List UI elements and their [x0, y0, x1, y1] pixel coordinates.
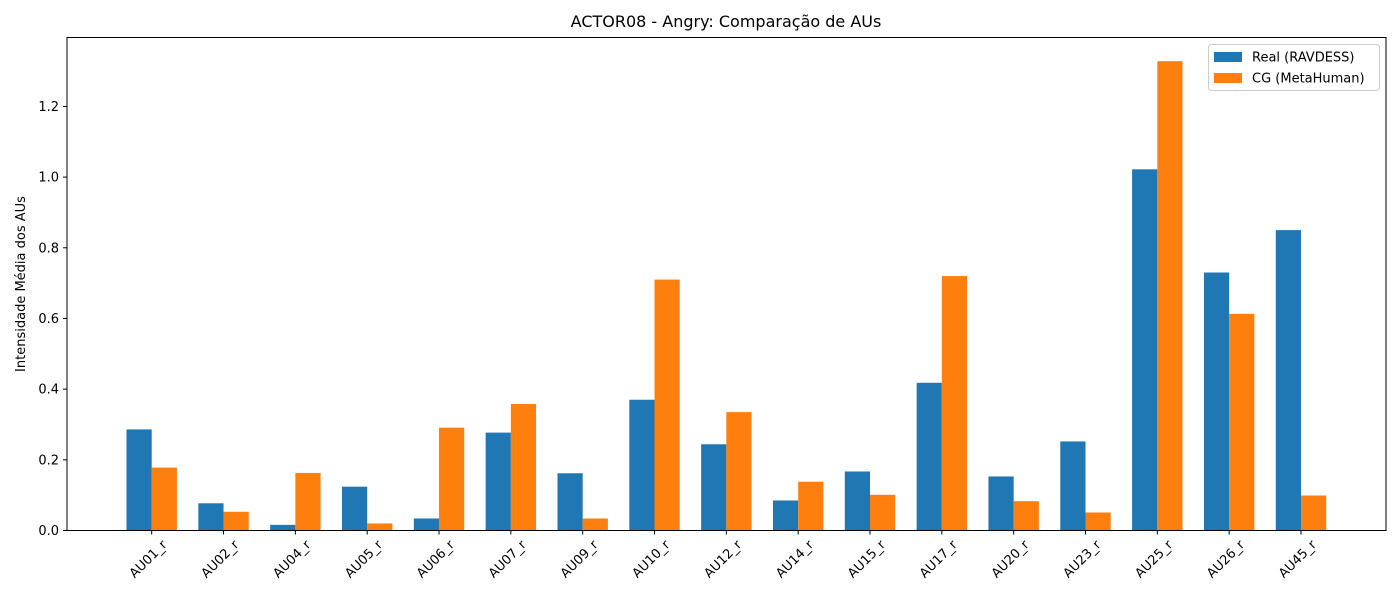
bar-cg-au09-r: [582, 518, 608, 531]
y-axis-label: Intensidade Média dos AUs: [14, 196, 29, 372]
x-tick-label: AU02_r: [199, 537, 243, 581]
x-tick-label: AU25_r: [1132, 537, 1176, 581]
legend-label-real: Real (RAVDESS): [1252, 51, 1355, 66]
y-tick-label: 0.6: [38, 312, 59, 327]
bar-real-au15-r: [844, 471, 870, 531]
y-axis: 0.0 0.2 0.4 0.6 0.8 1.0 1.2: [38, 100, 67, 539]
x-tick-label: AU09_r: [558, 537, 602, 581]
bar-real-au02-r: [198, 503, 224, 531]
x-tick-label: AU45_r: [1276, 537, 1320, 581]
bar-cg-au05-r: [367, 523, 393, 531]
bar-cg-au01-r: [151, 467, 177, 531]
bar-cg-au23-r: [1085, 512, 1111, 531]
y-tick-label: 0.8: [38, 241, 59, 256]
bar-real-au14-r: [772, 500, 799, 531]
chart-title: ACTOR08 - Angry: Comparação de AUs: [571, 12, 882, 31]
x-tick-label: AU10_r: [630, 537, 674, 581]
bar-real-au17-r: [916, 382, 942, 531]
x-tick-label: AU04_r: [270, 537, 314, 581]
bars-group: [126, 61, 1327, 531]
x-tick-label: AU12_r: [701, 537, 745, 581]
bar-cg-au45-r: [1300, 495, 1327, 531]
bar-real-au23-r: [1060, 441, 1086, 531]
x-tick-label: AU06_r: [414, 537, 458, 581]
bar-real-au07-r: [485, 432, 511, 531]
plot-frame: [66, 37, 1387, 531]
bar-real-au26-r: [1203, 272, 1230, 531]
bar-real-au01-r: [126, 429, 152, 531]
bar-cg-au15-r: [870, 494, 896, 531]
x-axis: AU01_r AU02_r AU04_r AU05_r AU06_r AU07_r AU09…: [127, 530, 1320, 581]
bar-real-au12-r: [701, 444, 727, 531]
bar-real-au04-r: [270, 524, 296, 531]
x-tick-label: AU07_r: [486, 537, 530, 581]
legend-swatch-cg: [1214, 73, 1242, 83]
x-tick-label: AU23_r: [1061, 537, 1105, 581]
bar-real-au10-r: [629, 399, 655, 531]
bar-cg-au02-r: [223, 511, 249, 531]
y-tick-label: 1.0: [38, 171, 59, 186]
x-tick-label: AU14_r: [773, 537, 817, 581]
bar-real-au45-r: [1275, 230, 1301, 531]
x-tick-label: AU17_r: [917, 537, 961, 581]
bar-cg-au25-r: [1157, 61, 1183, 531]
y-tick-label: 1.2: [38, 100, 59, 115]
bar-cg-au06-r: [439, 427, 465, 531]
x-tick-label: AU01_r: [127, 537, 171, 581]
bar-real-au06-r: [413, 518, 440, 531]
x-tick-label: AU05_r: [342, 537, 386, 581]
bar-cg-au17-r: [941, 276, 968, 531]
legend-box: [1208, 44, 1380, 91]
bar-cg-au12-r: [726, 412, 752, 531]
x-tick-label: AU15_r: [845, 537, 889, 581]
bar-cg-au14-r: [798, 481, 824, 531]
legend: Real (RAVDESS) CG (MetaHuman): [1208, 44, 1380, 91]
bar-real-au25-r: [1132, 169, 1158, 531]
legend-swatch-real: [1214, 52, 1242, 62]
x-tick-label: AU26_r: [1204, 537, 1248, 581]
y-tick-label: 0.4: [38, 383, 59, 398]
bar-cg-au26-r: [1229, 313, 1255, 531]
bar-real-au05-r: [341, 486, 368, 531]
legend-label-cg: CG (MetaHuman): [1252, 72, 1365, 87]
bar-cg-au07-r: [510, 403, 537, 531]
bar-real-au09-r: [557, 473, 583, 531]
y-tick-label: 0.0: [38, 524, 59, 539]
x-tick-label: AU20_r: [989, 537, 1033, 581]
bar-real-au20-r: [988, 476, 1014, 531]
bar-cg-au04-r: [295, 472, 321, 531]
y-tick-label: 0.2: [38, 453, 59, 468]
bar-cg-au20-r: [1013, 501, 1039, 531]
bar-cg-au10-r: [654, 279, 680, 531]
